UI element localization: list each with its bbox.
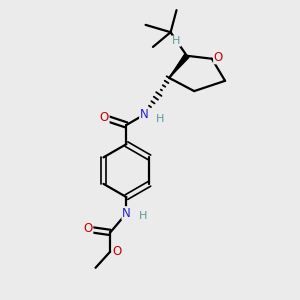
Text: O: O	[83, 221, 93, 235]
Text: H: H	[139, 211, 147, 221]
Text: O: O	[100, 111, 109, 124]
Polygon shape	[169, 54, 189, 78]
Text: N: N	[140, 108, 148, 121]
Text: O: O	[214, 51, 223, 64]
Text: H: H	[156, 114, 164, 124]
Text: N: N	[122, 207, 131, 220]
Text: O: O	[112, 245, 122, 258]
Text: H: H	[172, 36, 181, 46]
